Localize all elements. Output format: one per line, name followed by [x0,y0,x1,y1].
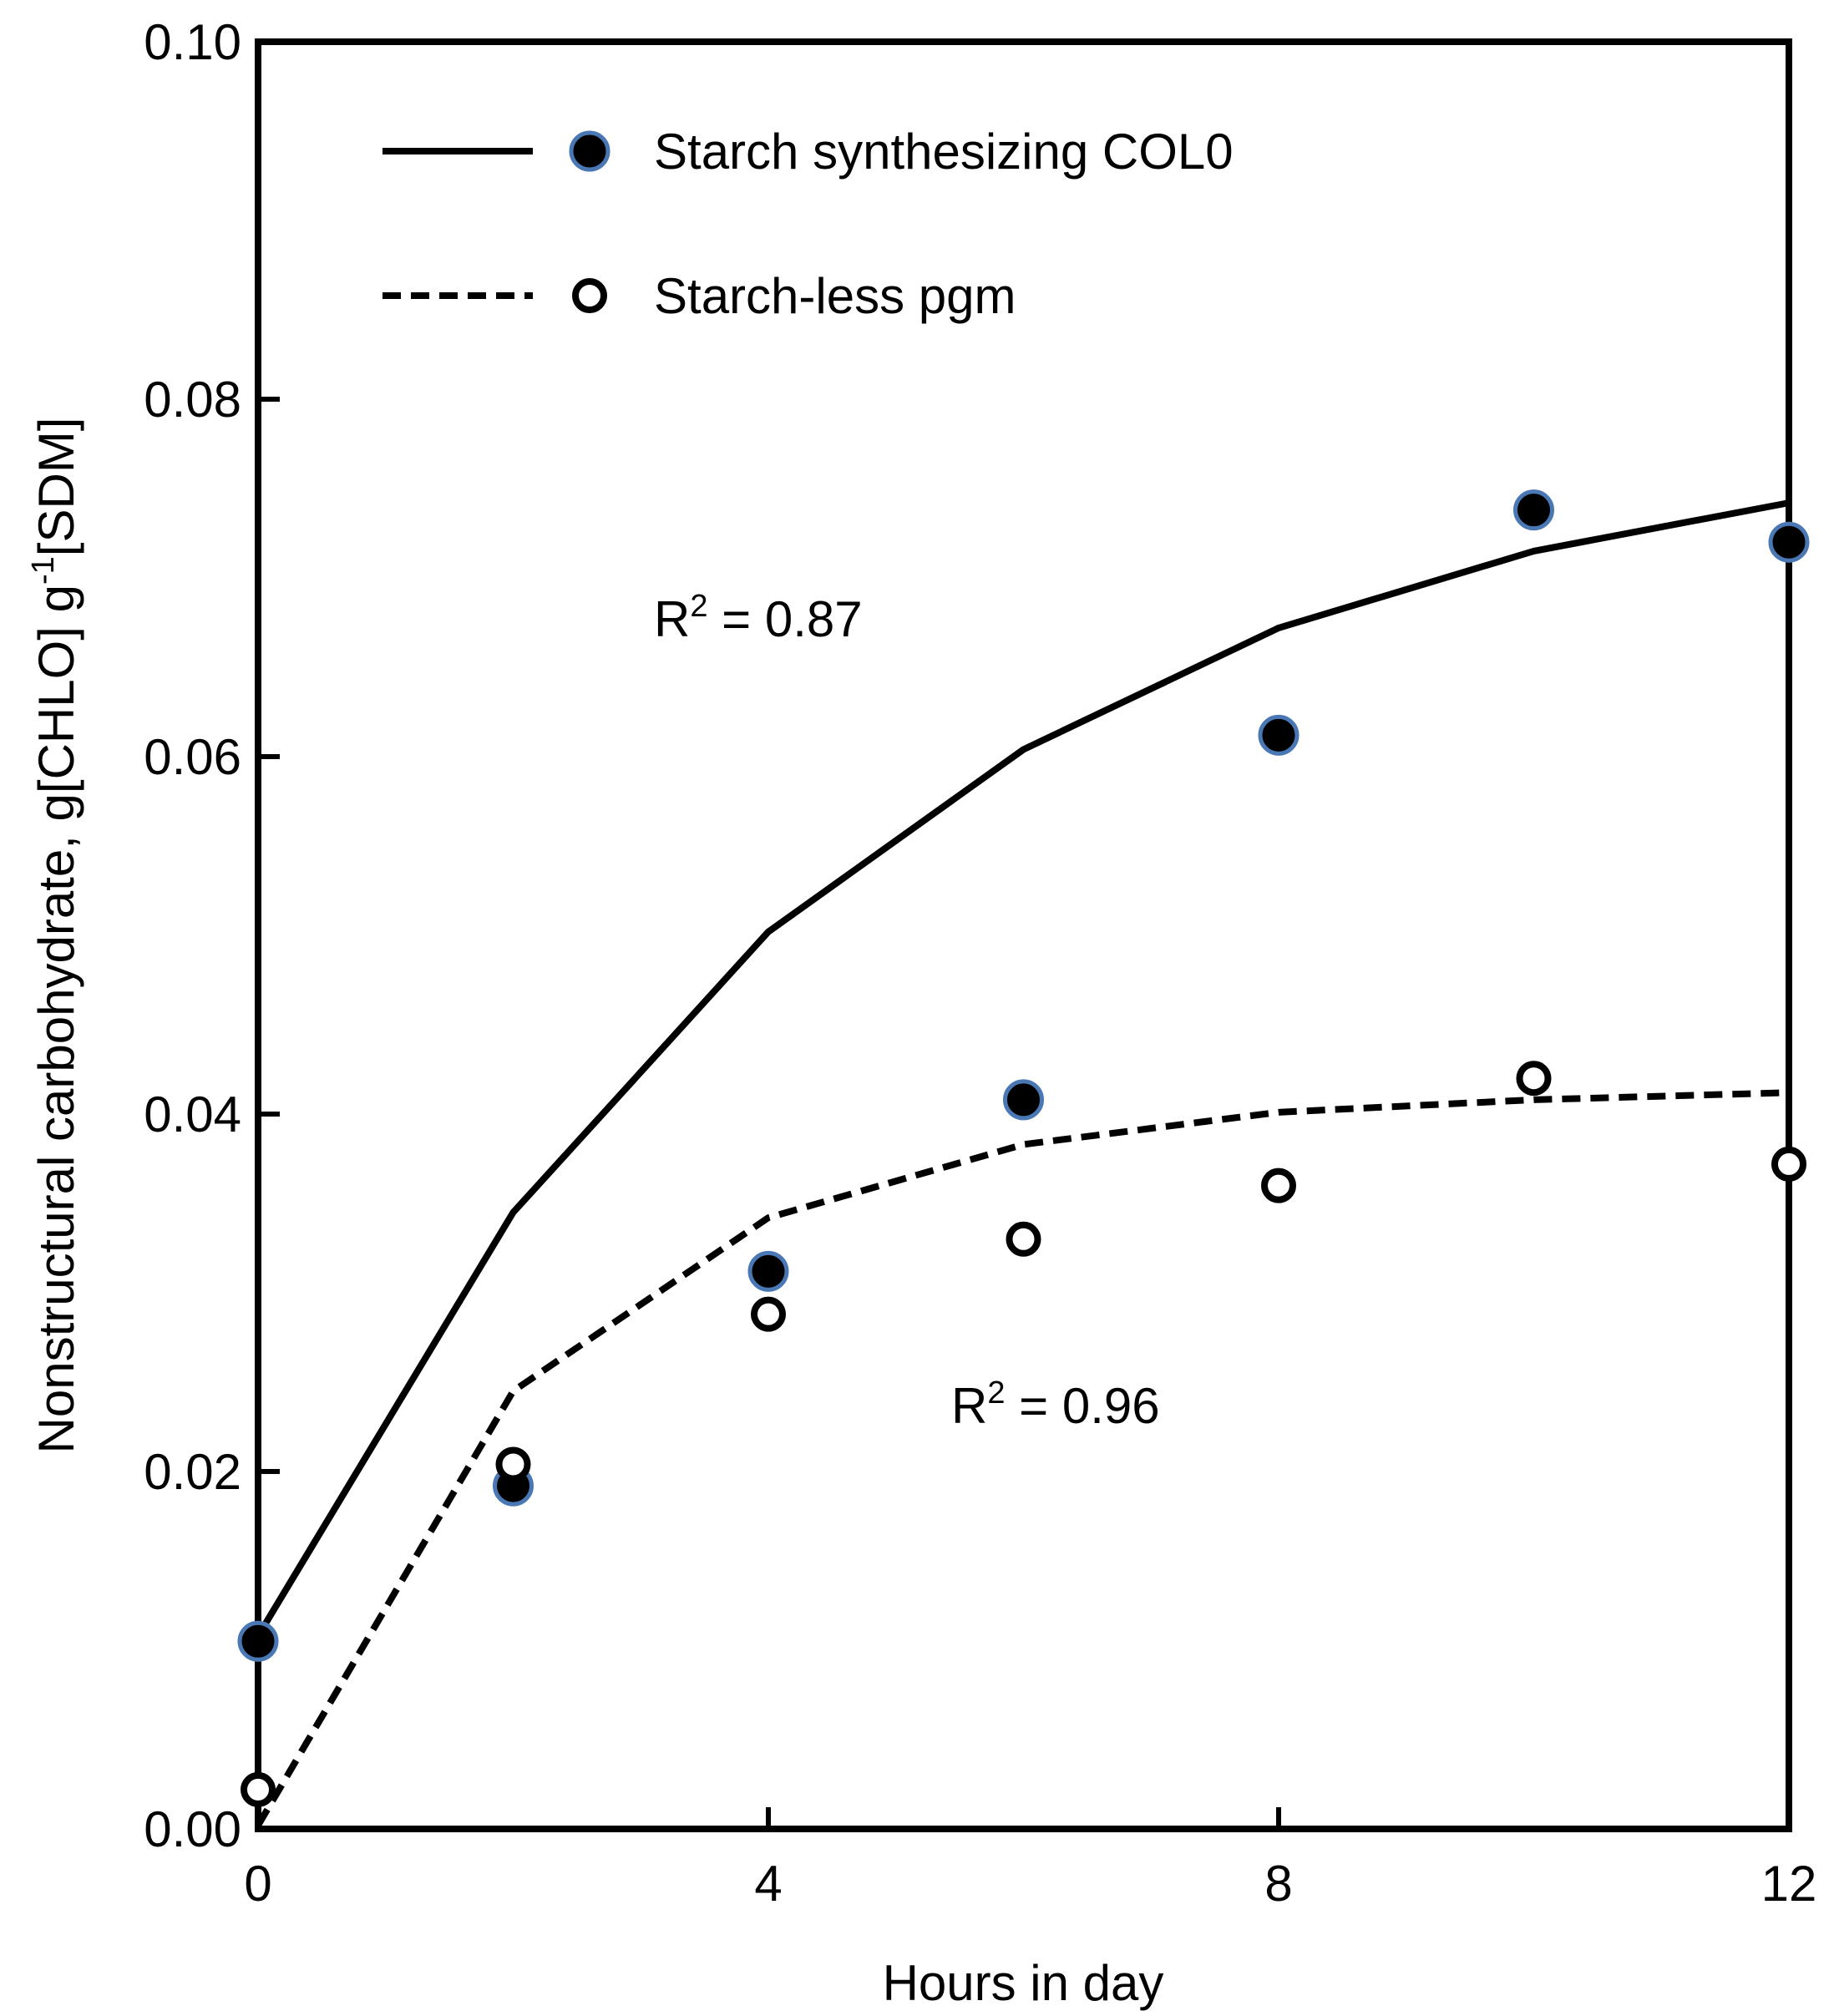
data-point-pgm [1516,1061,1552,1097]
data-point-pgm [1261,1168,1296,1203]
y-axis-ticks: 0.00 0.02 0.04 0.06 0.08 0.10 [144,14,280,1857]
legend: Starch synthesizing COL0 Starch-less pgm [383,124,1234,324]
r2-label-pgm: R2 = 0.96 [951,1375,1160,1434]
legend-label-col0: Starch synthesizing COL0 [654,124,1234,180]
fit-line-pgm [255,1089,1790,1827]
data-point-pgm [1006,1221,1041,1257]
x-tick-label: 4 [754,1856,782,1912]
data-point-col0 [1258,714,1300,756]
legend-label-pgm: Starch-less pgm [654,268,1016,324]
data-point-col0 [1003,1079,1044,1121]
data-point-pgm [751,1296,786,1332]
data-point-col0 [237,1620,279,1662]
fit-lines [255,499,1790,1827]
y-axis-title: Nonstructural carbohydrate, g[CHLO] g-1[… [26,418,84,1454]
x-axis-title: Hours in day [883,1955,1164,2011]
y-tick-label: 0.08 [144,372,241,428]
data-point-col0 [1768,521,1810,563]
y-tick-label: 0.06 [144,729,241,785]
x-tick-label: 8 [1264,1856,1292,1912]
data-point-col0 [1513,489,1554,531]
data-point-pgm [1771,1146,1806,1182]
r2-label-col0: R2 = 0.87 [654,589,863,647]
y-tick-label: 0.10 [144,14,241,70]
legend-marker-filled [569,130,610,172]
y-tick-label: 0.00 [144,1801,241,1857]
y-tick-label: 0.02 [144,1444,241,1500]
data-point-pgm [241,1771,276,1807]
x-tick-label: 0 [244,1856,271,1912]
plot-frame [255,38,1792,1832]
fit-line-col0 [255,499,1790,1638]
legend-marker-open [572,278,607,313]
data-point-col0 [747,1250,789,1292]
data-point-pgm [495,1446,531,1482]
x-axis-ticks: 0 4 8 12 [244,1807,1816,1912]
data-markers [237,489,1810,1807]
x-tick-label: 12 [1761,1856,1817,1912]
y-tick-label: 0.04 [144,1087,241,1142]
